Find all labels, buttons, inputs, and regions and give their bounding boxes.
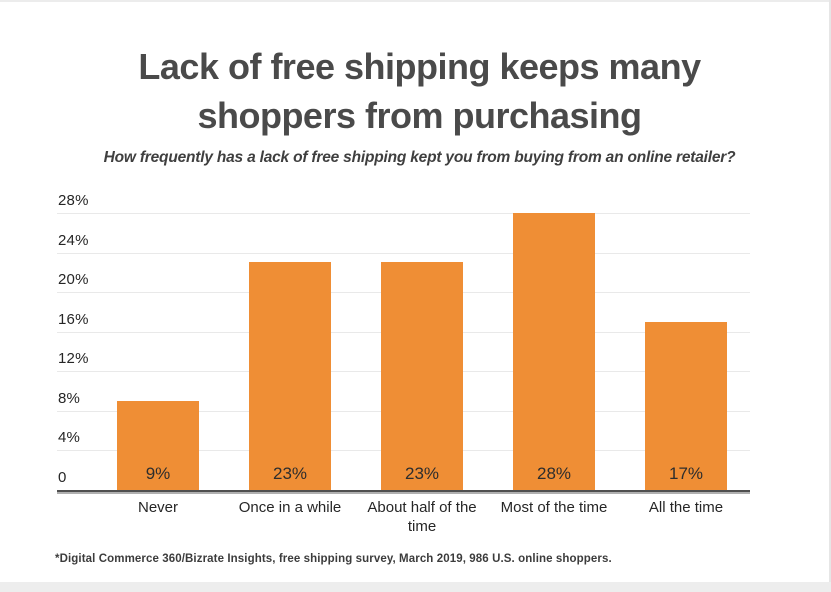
category-label: Most of the time [500,499,608,516]
y-tick-label: 0 [58,469,67,486]
bar-value-label: 17% [668,464,704,483]
category-label: All the time [648,499,724,516]
bar: 17% [645,321,727,490]
bar: 23% [249,262,331,490]
bar: 9% [117,400,199,490]
bar-value-label: 28% [536,464,572,483]
chart-subtitle: How frequently has a lack of free shippi… [103,149,736,166]
category-label: Never [137,499,178,516]
chart-title: Lack of free shipping keeps many shopper… [138,46,701,136]
bar: 28% [513,213,595,490]
category-label: Once in a while [238,499,342,516]
bar-value-label: 9% [145,464,171,483]
page-bottom-strip [0,582,831,592]
y-tick-label: 4% [58,429,81,447]
gridline [57,213,750,214]
page-right-border [829,0,831,592]
source-note: *Digital Commerce 360/Bizrate Insights, … [55,553,612,565]
chart-header: Lack of free shipping keeps many shopper… [0,42,831,167]
y-tick-label: 28% [58,192,89,209]
category-label: About half of the time [367,499,477,535]
y-tick-label: 16% [58,310,89,328]
gridline [57,252,750,254]
y-tick-label: 12% [58,350,89,368]
y-tick-label: 20% [58,271,89,289]
bar-value-label: 23% [272,464,308,483]
y-tick-label: 24% [58,231,89,249]
bar: 23% [381,262,463,490]
page-top-border [0,0,831,2]
bar-value-label: 23% [404,464,440,483]
y-tick-label: 8% [58,389,81,407]
x-axis-line [57,490,750,494]
plot-area: 28% 24% 20% 16% 12% 8% 4% 0 9% Never 23% Once in a … [57,193,750,535]
